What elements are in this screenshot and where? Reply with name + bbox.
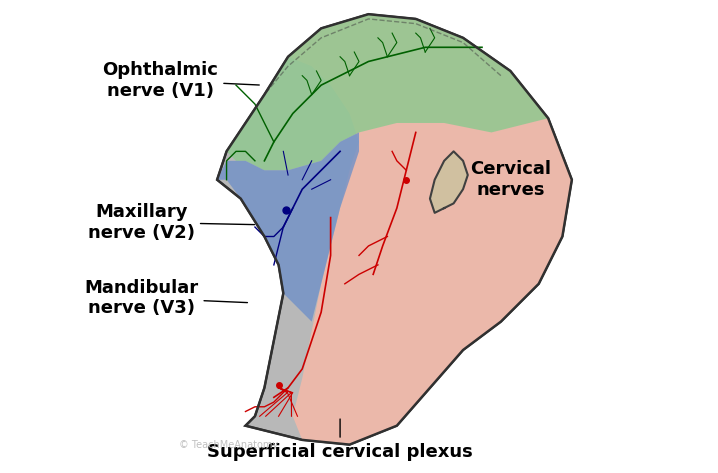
Text: Maxillary
nerve (V2): Maxillary nerve (V2): [88, 203, 254, 242]
Polygon shape: [288, 14, 572, 445]
Polygon shape: [227, 14, 549, 170]
Polygon shape: [217, 132, 359, 322]
Text: Mandibular
nerve (V3): Mandibular nerve (V3): [84, 279, 248, 317]
Text: Superficial cervical plexus: Superficial cervical plexus: [208, 419, 473, 461]
Text: Ophthalmic
nerve (V1): Ophthalmic nerve (V1): [103, 61, 259, 100]
Polygon shape: [217, 14, 572, 445]
Text: © TeachMeAnatomy: © TeachMeAnatomy: [180, 439, 279, 450]
Text: Cervical
nerves: Cervical nerves: [447, 160, 551, 199]
Polygon shape: [430, 151, 468, 213]
